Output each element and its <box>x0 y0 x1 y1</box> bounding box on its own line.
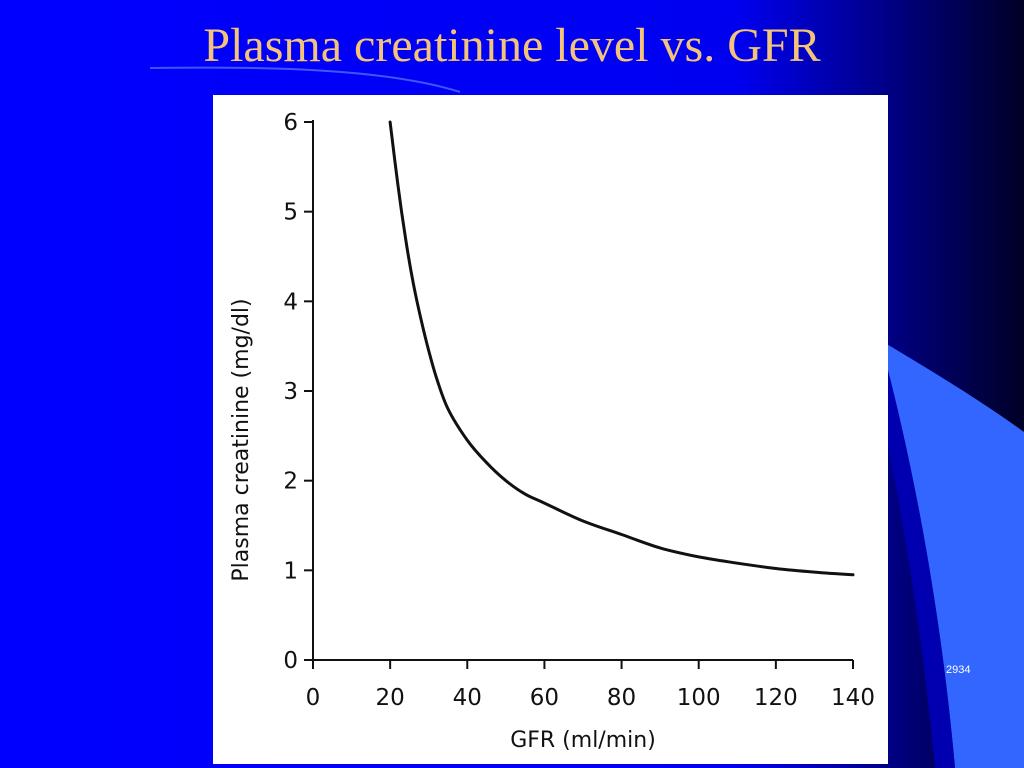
slide-title: Plasma creatinine level vs. GFR <box>203 19 821 72</box>
y-tick-label: 5 <box>283 200 298 226</box>
x-tick-label: 0 <box>306 685 321 711</box>
y-tick-label: 1 <box>283 558 298 584</box>
x-tick-label: 60 <box>530 685 559 711</box>
y-tick-label: 4 <box>283 289 298 315</box>
y-tick-label: 6 <box>283 110 298 136</box>
x-tick-label: 140 <box>831 685 875 711</box>
y-ticks: 0 1 2 3 4 5 6 <box>283 110 313 674</box>
x-tick-label: 40 <box>453 685 482 711</box>
accent-swoosh-shape <box>880 340 1024 768</box>
accent-swoosh-dark-edge <box>870 340 955 768</box>
y-tick-label: 3 <box>283 379 298 405</box>
slide-number: 2934 <box>946 664 971 676</box>
series-line-creatinine <box>388 120 855 577</box>
x-tick-label: 80 <box>607 685 636 711</box>
y-tick-label: 2 <box>283 469 298 495</box>
plot-area <box>388 120 855 577</box>
x-ticks: 0 20 40 60 80 100 120 140 <box>306 660 875 711</box>
title-underline-swoosh <box>149 66 461 93</box>
y-tick-label: 0 <box>283 648 298 674</box>
chart-axes <box>312 120 853 661</box>
x-axis-label: GFR (ml/min) <box>510 728 656 753</box>
x-tick-label: 20 <box>376 685 405 711</box>
x-tick-label: 120 <box>754 685 798 711</box>
x-tick-label: 100 <box>677 685 721 711</box>
y-axis-label: Plasma creatinine (mg/dl) <box>229 298 254 581</box>
